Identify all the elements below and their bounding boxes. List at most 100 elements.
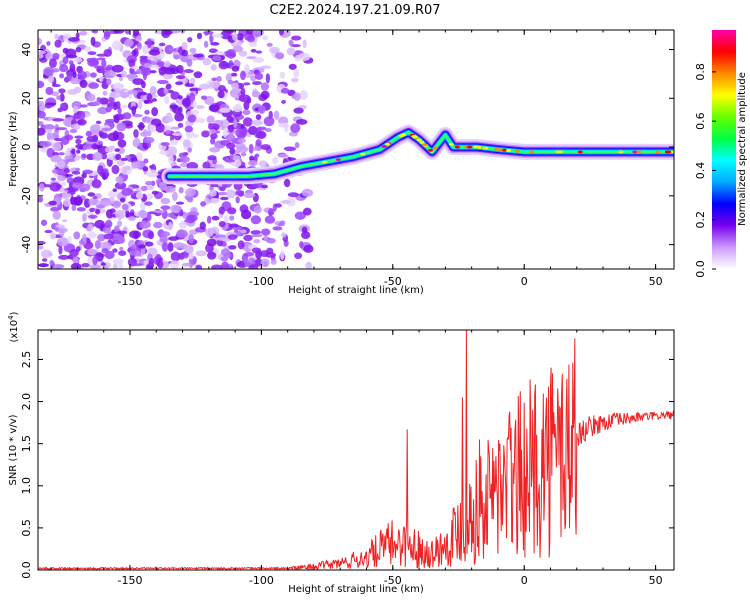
spectrogram-noise-blob xyxy=(151,98,157,102)
spectrogram-noise-blob xyxy=(60,182,67,187)
spectrogram-noise-blob xyxy=(131,161,141,169)
spectrogram-noise-blob xyxy=(222,128,228,139)
spectrogram-ridge-peak xyxy=(636,150,642,154)
y-tick-label: 0 xyxy=(20,144,33,151)
spectrogram-ridge-peak xyxy=(506,149,512,152)
spectrogram-noise-blob xyxy=(195,117,206,123)
spectrogram-ridge-peak xyxy=(529,150,535,154)
spectrogram-noise-blob xyxy=(272,156,279,165)
spectrogram-noise-blob xyxy=(162,73,174,80)
spectrogram-noise-blob xyxy=(97,233,106,242)
spectrogram-noise-blob xyxy=(88,214,98,219)
spectrogram-noise-blob xyxy=(87,256,93,266)
spectrogram-noise-blob xyxy=(195,264,202,269)
spectrogram-noise-blob xyxy=(158,42,166,47)
spectrogram-noise-blob xyxy=(231,226,243,230)
spectrogram-noise-blob xyxy=(150,88,157,93)
spectrogram-noise-blob xyxy=(65,54,78,59)
spectrogram-ridge-peak xyxy=(385,142,391,146)
spectrogram-noise-blob xyxy=(185,188,196,197)
spectrogram-noise-blob xyxy=(187,114,197,123)
spectrogram-noise-blob xyxy=(258,105,266,114)
spectrogram-noise-blob xyxy=(104,70,117,79)
x-tick-label: -100 xyxy=(249,574,274,587)
spectrogram-x-label: Height of straight line (km) xyxy=(288,285,424,296)
spectrogram-noise-blob xyxy=(181,262,192,267)
spectrogram-noise-blob xyxy=(132,30,140,37)
spectrogram-noise-blob xyxy=(294,141,300,149)
spectrogram-noise-blob xyxy=(56,95,61,100)
snr-y-tick-label: 0.5 xyxy=(20,519,33,537)
spectrogram-noise-blob xyxy=(265,73,271,84)
spectrogram-noise-blob xyxy=(107,132,119,142)
spectrogram-noise-blob xyxy=(104,220,113,228)
spectrogram-noise-blob xyxy=(73,231,81,240)
spectrogram-noise-blob xyxy=(44,229,53,234)
spectrogram-noise-blob xyxy=(78,39,86,44)
spectrogram-noise-blob xyxy=(224,252,232,259)
spectrogram-noise-blob xyxy=(59,93,65,102)
spectrogram-noise-blob xyxy=(235,196,240,204)
spectrogram-noise-blob xyxy=(254,72,264,80)
spectrogram-noise-blob xyxy=(116,230,128,235)
spectrogram-noise-blob xyxy=(46,132,52,141)
spectrogram-noise-blob xyxy=(167,236,180,241)
spectrogram-noise-blob xyxy=(122,112,132,120)
spectrogram-noise-blob xyxy=(128,216,136,221)
spectrogram-noise-blob xyxy=(258,160,268,168)
spectrogram-noise-blob xyxy=(112,200,121,209)
spectrogram-noise-blob xyxy=(130,66,139,70)
snr-panel: -150 -100 -50 0 50 0.0 0.5 1.0 1.5 2.0 2.5 Height… xyxy=(7,311,675,595)
spectrogram-noise-blob xyxy=(181,49,189,57)
spectrogram-noise-blob xyxy=(211,77,218,81)
spectrogram-noise-blob xyxy=(116,122,127,132)
spectrogram-noise-blob xyxy=(130,244,139,250)
spectrogram-noise-blob xyxy=(89,72,97,78)
spectrogram-noise-blob xyxy=(54,39,62,48)
spectrogram-noise-blob xyxy=(71,204,77,212)
spectrogram-noise-blob xyxy=(293,69,300,78)
spectrogram-noise-blob xyxy=(95,120,102,125)
snr-frame xyxy=(37,329,675,571)
spectrogram-noise-blob xyxy=(144,201,153,206)
spectrogram-noise-blob xyxy=(71,170,81,175)
spectrogram-noise-blob xyxy=(188,252,194,260)
spectrogram-noise-blob xyxy=(87,231,97,239)
spectrogram-noise-blob xyxy=(302,39,307,49)
spectrogram-noise-blob xyxy=(67,40,72,44)
spectrogram-noise-blob xyxy=(178,221,188,229)
y-tick-label: 20 xyxy=(20,91,33,105)
spectrogram-noise-blob xyxy=(256,130,267,139)
spectrogram-noise-blob xyxy=(209,189,217,197)
spectrogram-noise-blob xyxy=(164,185,176,193)
spectrogram-noise-blob xyxy=(51,91,59,97)
spectrogram-noise-blob xyxy=(50,155,62,163)
spectrogram-noise-blob xyxy=(100,208,106,214)
spectrogram-noise-blob xyxy=(260,184,268,189)
spectrogram-noise-blob xyxy=(208,81,220,89)
spectrogram-noise-blob xyxy=(148,257,155,265)
spectrogram-noise-blob xyxy=(77,119,85,125)
spectrogram-noise-blob xyxy=(39,105,46,112)
spectrogram-noise-blob xyxy=(207,155,217,161)
spectrogram-ridge-peak xyxy=(671,150,674,154)
spectrogram-noise-blob xyxy=(232,45,244,53)
spectrogram-noise-blob xyxy=(102,90,108,96)
spectrogram-noise-blob xyxy=(75,143,85,150)
spectrogram-noise-blob xyxy=(58,254,70,260)
spectrogram-noise-blob xyxy=(212,55,222,62)
spectrogram-noise-blob xyxy=(265,252,276,258)
spectrogram-noise-blob xyxy=(226,189,236,199)
spectrogram-noise-blob xyxy=(116,159,125,166)
spectrogram-noise-blob xyxy=(208,48,218,54)
spectrogram-noise-blob xyxy=(170,91,180,100)
spectrogram-ridge-peak xyxy=(335,158,341,162)
spectrogram-noise-blob xyxy=(86,227,92,232)
spectrogram-noise-blob xyxy=(209,197,221,204)
spectrogram-noise-blob xyxy=(81,172,87,179)
spectrogram-noise-blob xyxy=(52,151,60,157)
spectrogram-noise-blob xyxy=(117,147,125,155)
spectrogram-noise-blob xyxy=(189,87,198,92)
spectrogram-noise-blob xyxy=(172,215,178,220)
spectrogram-noise-blob xyxy=(303,244,314,253)
